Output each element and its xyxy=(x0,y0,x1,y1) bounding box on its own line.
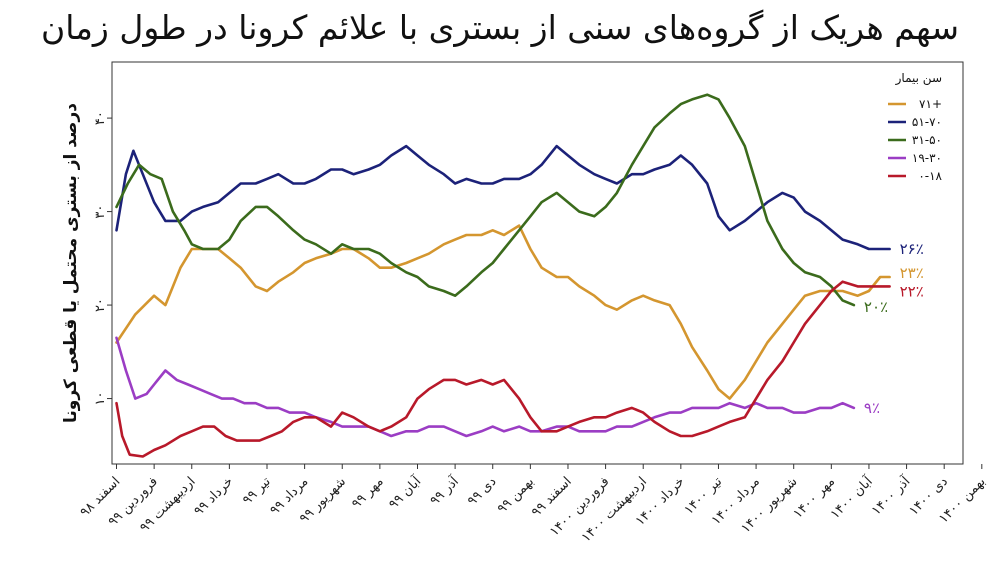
series-end-label: ۲۶٪ xyxy=(900,240,924,258)
series-line xyxy=(115,93,856,307)
legend-label: ۱۹-۳۰ xyxy=(912,151,942,165)
x-tick-label: اردیبهشت ۱۴۰۰ xyxy=(579,474,650,545)
series-end-label: ۹٪ xyxy=(864,399,880,417)
series-line xyxy=(115,224,891,400)
series-end-label: ۲۰٪ xyxy=(864,298,888,316)
legend-label: ۰-۱۸ xyxy=(918,169,942,183)
y-tick-label: ۳۰ xyxy=(93,205,108,219)
x-tick-label: خرداد ۹۹ xyxy=(191,474,236,519)
series-line xyxy=(115,280,891,458)
legend: سن بیمار ۷۱+ ۵۱-۷۰ ۳۱-۵۰ ۱۹-۳۰ ۰-۱۸ xyxy=(888,71,943,183)
end-labels: ۲۳٪ ۲۶٪ ۲۰٪ ۹٪ ۲۲٪ xyxy=(864,240,924,417)
x-tick-label: مهر ۹۹ xyxy=(349,474,387,512)
series-end-label: ۲۳٪ xyxy=(900,264,924,282)
series-end-label: ۲۲٪ xyxy=(900,282,924,300)
x-tick-label: آبان ۹۹ xyxy=(385,472,425,512)
x-tick-label: آبان ۱۴۰۰ xyxy=(826,472,876,522)
series-line xyxy=(115,336,856,438)
y-axis: ۱۰ ۲۰ ۳۰ ۴۰ xyxy=(93,111,112,406)
x-tick-label: آذر ۱۴۰۰ xyxy=(868,472,915,519)
series-line xyxy=(115,144,891,251)
y-tick-label: ۴۰ xyxy=(93,111,108,125)
legend-label: ۷۱+ xyxy=(919,97,942,111)
x-tick-label: تیر ۹۹ xyxy=(240,474,274,508)
legend-label: ۳۱-۵۰ xyxy=(912,133,942,147)
x-tick-label: آذر ۹۹ xyxy=(426,472,463,509)
chart-title: سهم هریک از گروه‌های سنی از بستری با علا… xyxy=(40,8,960,47)
y-tick-label: ۲۰ xyxy=(93,298,108,312)
y-tick-label: ۱۰ xyxy=(93,392,108,406)
x-tick-label: دی ۹۹ xyxy=(465,474,500,509)
y-axis-label: درصد از بستری محتمل یا قطعی کرونا xyxy=(61,103,81,423)
plot-frame xyxy=(111,61,964,465)
legend-title: سن بیمار xyxy=(895,71,942,86)
legend-label: ۵۱-۷۰ xyxy=(912,115,942,129)
series-lines xyxy=(115,93,891,458)
